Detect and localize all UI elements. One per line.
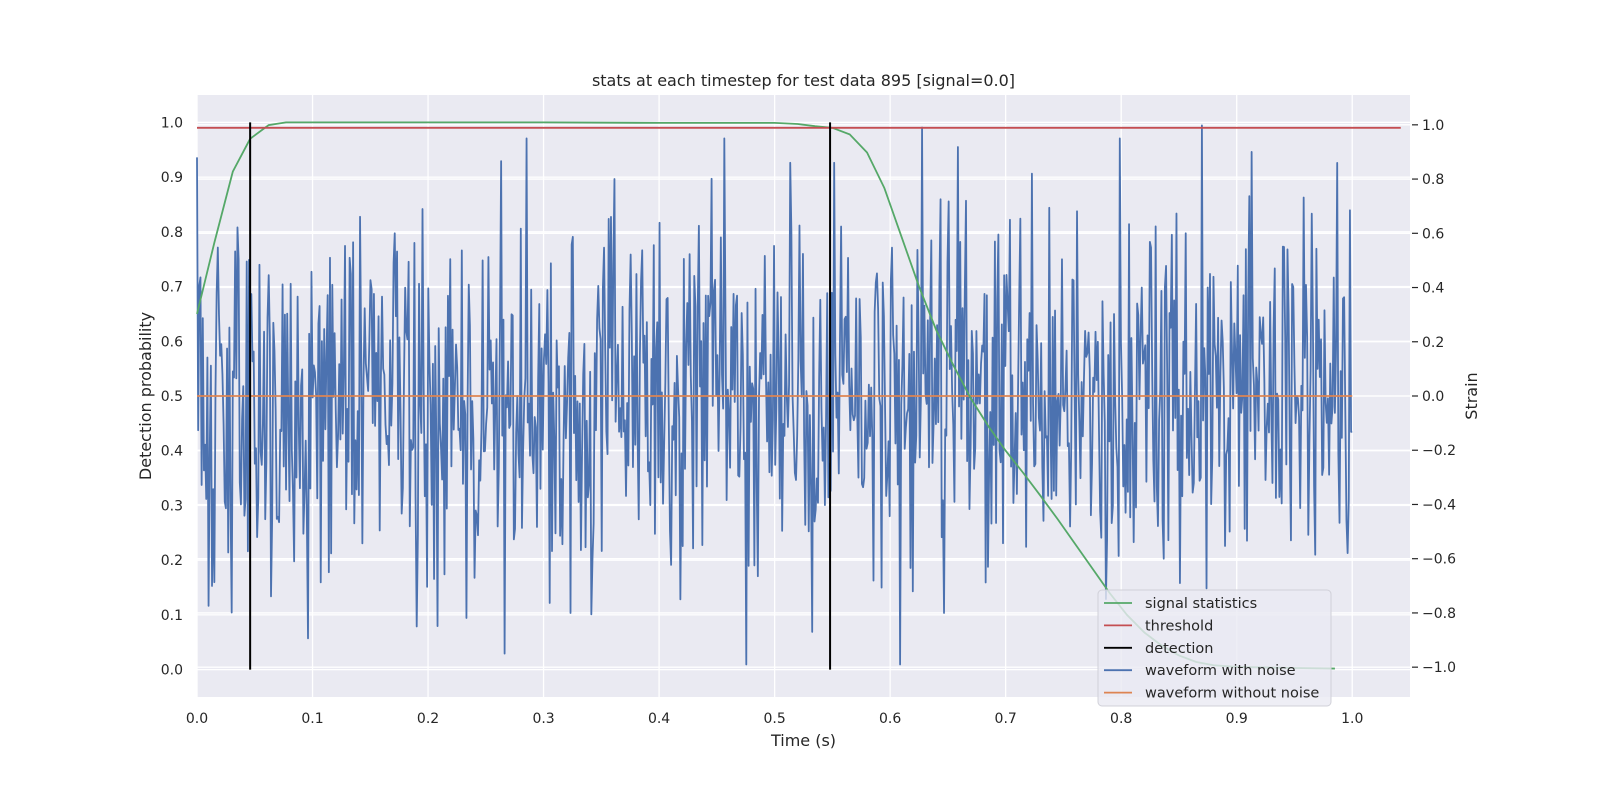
legend-box (1097, 589, 1332, 707)
y-tick-label-right: 0.2 (1422, 335, 1444, 351)
y-tick-label-right: 0.6 (1422, 226, 1444, 242)
y-tick-label-right: −0.6 (1422, 552, 1456, 568)
y-tick-label: 0.1 (161, 608, 183, 624)
legend-label: signal statistics (1145, 596, 1257, 612)
x-axis-label: Time (s) (770, 731, 836, 750)
y-tick-label: 1.0 (161, 115, 183, 131)
y-tick-label-right: 1.0 (1422, 118, 1444, 134)
y-tick-label: 0.6 (161, 334, 183, 350)
x-tick-label: 1.0 (1341, 711, 1363, 727)
y-tick-label: 0.7 (161, 280, 183, 296)
y-tick-label: 0.5 (161, 389, 183, 405)
x-ticks: 0.0 0.1 0.2 0.3 0.4 0.5 0.6 0.7 0.8 0.9 1.0 (186, 711, 1364, 727)
x-tick-label: 0.0 (186, 711, 208, 727)
y-tick-label-right: −0.8 (1422, 606, 1456, 622)
x-tick-label: 0.5 (763, 711, 785, 727)
y-tick-label: 0.2 (161, 553, 183, 569)
x-tick-label: 0.6 (879, 711, 901, 727)
x-tick-label: 0.2 (417, 711, 439, 727)
y-axis-label: Detection probability (136, 312, 155, 480)
series-layer (196, 121, 1401, 670)
y-axis-label-right: Strain (1462, 372, 1481, 419)
y-tick-label-right: −0.4 (1422, 497, 1456, 513)
legend-label: detection (1145, 641, 1213, 657)
x-tick-label: 0.3 (532, 711, 554, 727)
y-tick-label: 0.8 (161, 225, 183, 241)
series-waveform-with-noise (196, 124, 1353, 666)
y-ticks-left: 0.0 0.1 0.2 0.3 0.4 0.5 0.6 0.7 0.8 0.9 1.0 (161, 115, 183, 678)
x-tick-label: 0.8 (1110, 711, 1132, 727)
y-tick-label-right: 0.8 (1422, 172, 1444, 188)
x-tick-label: 0.9 (1226, 711, 1248, 727)
y-tick-label: 0.3 (161, 498, 183, 514)
y-tick-label-right: 0.4 (1422, 281, 1444, 297)
chart-title: stats at each timestep for test data 895… (592, 71, 1015, 90)
y-tick-label: 0.4 (161, 444, 183, 460)
y-tick-label: 0.0 (161, 663, 183, 679)
legend: signal statistics threshold detection wavef… (1097, 589, 1332, 707)
y-tick-label-right: −1.0 (1422, 660, 1456, 676)
y-tick-label-right: 0.0 (1422, 389, 1444, 405)
legend-label: waveform without noise (1145, 686, 1319, 702)
x-tick-label: 0.4 (648, 711, 670, 727)
x-tick-label: 0.1 (301, 711, 323, 727)
y-tick-label-right: −0.2 (1422, 443, 1456, 459)
legend-label: threshold (1145, 618, 1213, 634)
x-tick-label: 0.7 (995, 711, 1017, 727)
y-tick-label: 0.9 (161, 170, 183, 186)
legend-label: waveform with noise (1145, 663, 1296, 679)
y-ticks-right: −1.0 −0.8 −0.6 −0.4 −0.2 0.0 0.2 0.4 0.6 0.8 1.0 (1412, 118, 1456, 676)
